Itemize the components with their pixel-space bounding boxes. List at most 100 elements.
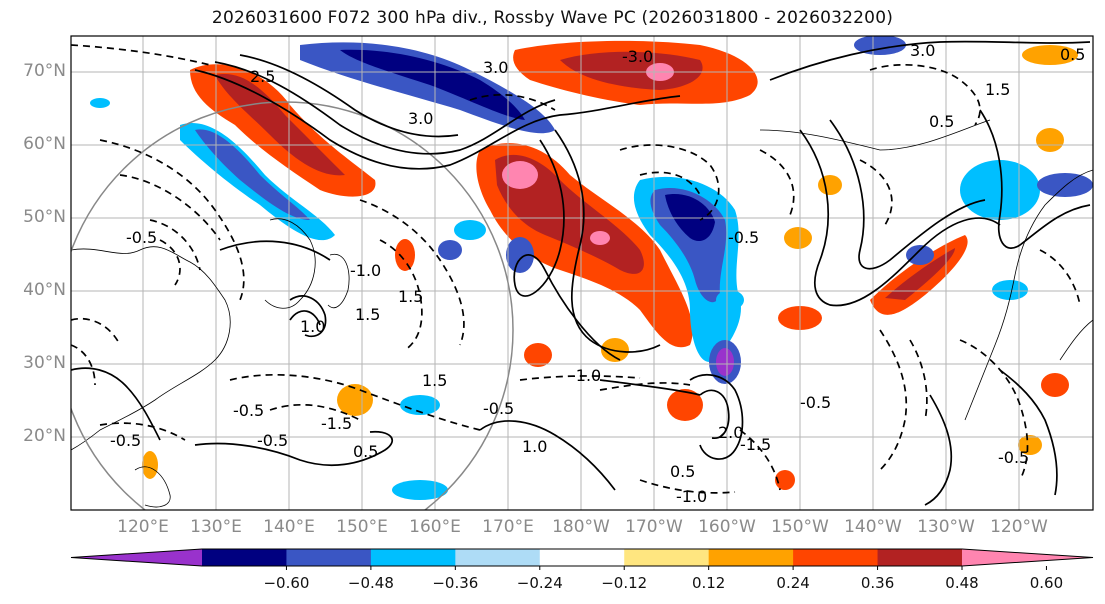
positive-div-area	[885, 248, 955, 300]
lon-label: 170°E	[482, 517, 534, 537]
lon-label: 140°W	[844, 517, 902, 537]
negative-div-area	[438, 240, 462, 260]
contour-label: 1.5	[985, 80, 1010, 99]
contour-label: 1.5	[422, 371, 447, 390]
negative-div-area	[400, 395, 440, 415]
colorbar-segment	[793, 549, 879, 566]
positive-div-area	[215, 74, 345, 176]
negative-div-area	[716, 290, 744, 310]
contour-label: 3.0	[483, 58, 508, 77]
lon-label: 170°W	[625, 517, 683, 537]
contour-label: -1.0	[350, 261, 381, 280]
map-title: 2026031600 F072 300 hPa div., Rossby Wav…	[211, 8, 894, 28]
colorbar-tick-label: −0.36	[432, 574, 479, 592]
contour-label: -0.5	[257, 431, 288, 450]
lat-label: 70°N	[23, 61, 66, 81]
contour-labels: 3.0 2.5 3.0 -3.0 3.0 1.5 0.5 -0.5 1.5 1.…	[110, 41, 1085, 506]
colorbar-segment	[286, 549, 372, 566]
positive-div-area	[1022, 45, 1078, 65]
colorbar-segment	[455, 549, 541, 566]
lon-label: 160°W	[698, 517, 756, 537]
contour-label: 0.5	[929, 112, 954, 131]
lon-label: 160°E	[409, 517, 461, 537]
negative-div-area	[300, 42, 555, 134]
lat-label: 20°N	[23, 426, 66, 446]
contour-label: 1.5	[398, 287, 423, 306]
coastlines	[71, 119, 1093, 508]
lat-label: 60°N	[23, 134, 66, 154]
colorbar-tick-label: −0.12	[601, 574, 648, 592]
contour-label: 0.5	[1060, 45, 1085, 64]
negative-div-area	[392, 480, 448, 500]
radius-circle	[71, 101, 514, 510]
positive-div-area	[395, 239, 415, 271]
lon-label: 150°W	[771, 517, 829, 537]
negative-div-area	[340, 49, 525, 120]
colorbar-tick-label: 0.60	[1029, 574, 1064, 592]
contour-label: -0.5	[233, 401, 264, 420]
positive-div-area	[590, 231, 610, 245]
positive-div-area	[1041, 373, 1069, 397]
contour-label: 3.0	[910, 41, 935, 60]
contour-label: -0.5	[800, 393, 831, 412]
colorbar-tick-label: −0.60	[263, 574, 310, 592]
colorbar-outline	[70, 548, 1094, 567]
positive-div-area	[502, 161, 538, 189]
contour-label: -0.5	[126, 228, 157, 247]
colorbar-segment	[877, 549, 963, 566]
positive-div-area	[667, 389, 703, 421]
contour-label: -0.5	[998, 448, 1029, 467]
positive-div-area	[524, 343, 552, 367]
contour-label: 1.0	[300, 317, 325, 336]
contour-label: -1.5	[740, 435, 771, 454]
colorbar-tick-label: 0.48	[945, 574, 979, 592]
positive-div-area	[560, 51, 703, 90]
lon-label: 180°W	[552, 517, 610, 537]
contour-label: -1.0	[570, 366, 601, 385]
lon-label: 120°W	[990, 517, 1048, 537]
positive-div-area	[784, 227, 812, 249]
contour-label: -1.5	[321, 414, 352, 433]
positive-div-area	[1036, 128, 1064, 152]
negative-div-area	[960, 160, 1040, 220]
negative-div-area	[1037, 173, 1093, 197]
lat-label: 30°N	[23, 353, 66, 373]
negative-div-area	[506, 237, 534, 273]
colorbar-extend-low	[71, 549, 202, 566]
lon-label: 150°E	[336, 517, 388, 537]
colorbar-segment	[202, 549, 287, 566]
divergence-shading	[90, 36, 1093, 500]
colorbar-tick-label: −0.24	[516, 574, 563, 592]
negative-contours	[71, 44, 1081, 494]
contour-label: -0.5	[728, 228, 759, 247]
contour-label: 1.5	[355, 305, 380, 324]
colorbar-tick-label: 0.12	[691, 574, 726, 592]
negative-div-area	[454, 220, 486, 240]
contour-label: 2.5	[250, 67, 275, 86]
contour-label: 1.0	[522, 437, 547, 456]
contour-label: 3.0	[408, 109, 433, 128]
lat-label: 50°N	[23, 207, 66, 227]
contour-label: -0.5	[110, 431, 141, 450]
negative-div-area	[195, 129, 310, 220]
colorbar-segment	[708, 549, 794, 566]
positive-div-area	[1018, 435, 1042, 455]
lon-label: 140°E	[263, 517, 315, 537]
contour-label: -3.0	[622, 47, 653, 66]
colorbar-extend-high	[962, 549, 1093, 566]
lat-label: 40°N	[23, 280, 66, 300]
colorbar-segment	[624, 549, 710, 566]
contour-label: 2.0	[718, 423, 743, 442]
colorbar-tick-label: 0.36	[860, 574, 895, 592]
colorbar-segment	[539, 549, 625, 566]
positive-div-area	[142, 451, 158, 479]
contour-label: 0.5	[670, 462, 695, 481]
colorbar-tick-label: −0.48	[347, 574, 394, 592]
positive-div-area	[775, 470, 795, 490]
colorbar-segment	[370, 549, 456, 566]
contour-label: -1.0	[676, 487, 707, 506]
negative-div-area	[90, 98, 110, 108]
colorbar-tick-label: 0.24	[776, 574, 810, 592]
positive-contours	[71, 40, 1091, 506]
